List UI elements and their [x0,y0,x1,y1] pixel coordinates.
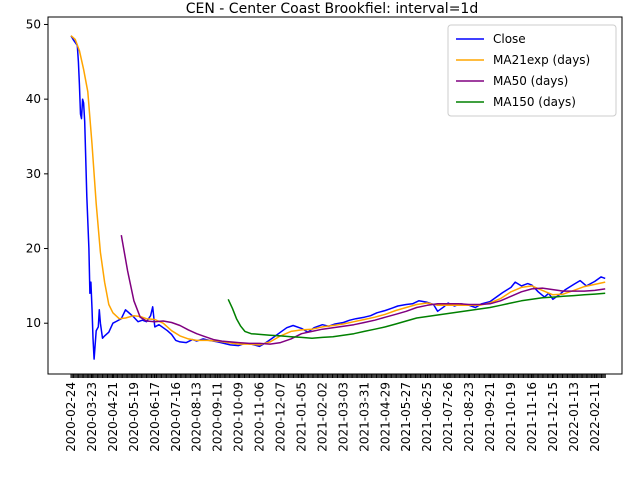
x-tick-label: 2020-05-19 [127,382,141,452]
x-tick-label: 2020-09-11 [211,382,225,452]
x-tick-label: 2020-08-13 [190,382,204,452]
y-tick-label: 50 [26,17,41,31]
series-layer [70,35,606,360]
x-tick-label: 2020-11-06 [253,382,267,452]
x-tick-label: 2020-06-17 [148,382,162,452]
x-tick-label: 2021-04-29 [378,382,392,452]
x-tick-label: 2021-01-05 [294,382,308,452]
x-tick-label: 2022-01-13 [567,382,581,452]
x-axis: 2020-02-24 2020-03-23 2020-04-21 2020-05-19… [64,374,606,452]
series-line-2 [120,234,606,345]
y-tick-label: 20 [26,242,41,256]
y-tick-label: 40 [26,92,41,106]
x-tick-label: 2021-06-25 [420,382,434,452]
legend-label: Close [493,32,526,46]
x-tick-label: 2020-04-21 [106,382,120,452]
x-tick-label: 2021-10-19 [504,382,518,452]
x-tick-label: 2020-10-09 [232,382,246,452]
series-line-3 [227,292,606,339]
x-tick-label: 2022-02-11 [588,382,602,452]
x-tick-label: 2020-03-23 [85,382,99,452]
y-axis: 10 20 30 40 50 [26,17,48,330]
x-tick-label: 2021-08-23 [462,382,476,452]
x-tick-label: 2021-12-15 [546,382,560,452]
x-tick-label: 2020-12-07 [274,382,288,452]
x-tick-label: 2021-07-26 [441,382,455,452]
x-tick-label: 2021-03-31 [357,382,371,452]
x-tick-label: 2020-07-16 [169,382,183,452]
legend-label: MA150 (days) [493,95,576,109]
y-tick-label: 10 [26,316,41,330]
chart-title: CEN - Center Coast Brookfiel: interval=1… [186,1,478,17]
series-line-1 [70,35,606,346]
x-tick-label: 2021-09-21 [483,382,497,452]
x-tick-label: 2021-11-16 [525,382,539,452]
legend-box [447,24,617,117]
legend-label: MA50 (days) [493,74,568,88]
x-dense-ticks [70,374,606,378]
legend: Close MA21exp (days) MA50 (days) MA150 (day… [447,24,617,117]
legend-label: MA21exp (days) [493,53,590,67]
x-tick-label: 2021-02-02 [315,382,329,452]
x-tick-label: 2020-02-24 [64,382,78,452]
x-tick-label: 2021-03-03 [336,382,350,452]
y-tick-label: 30 [26,167,41,181]
x-tick-label: 2021-05-27 [399,382,413,452]
